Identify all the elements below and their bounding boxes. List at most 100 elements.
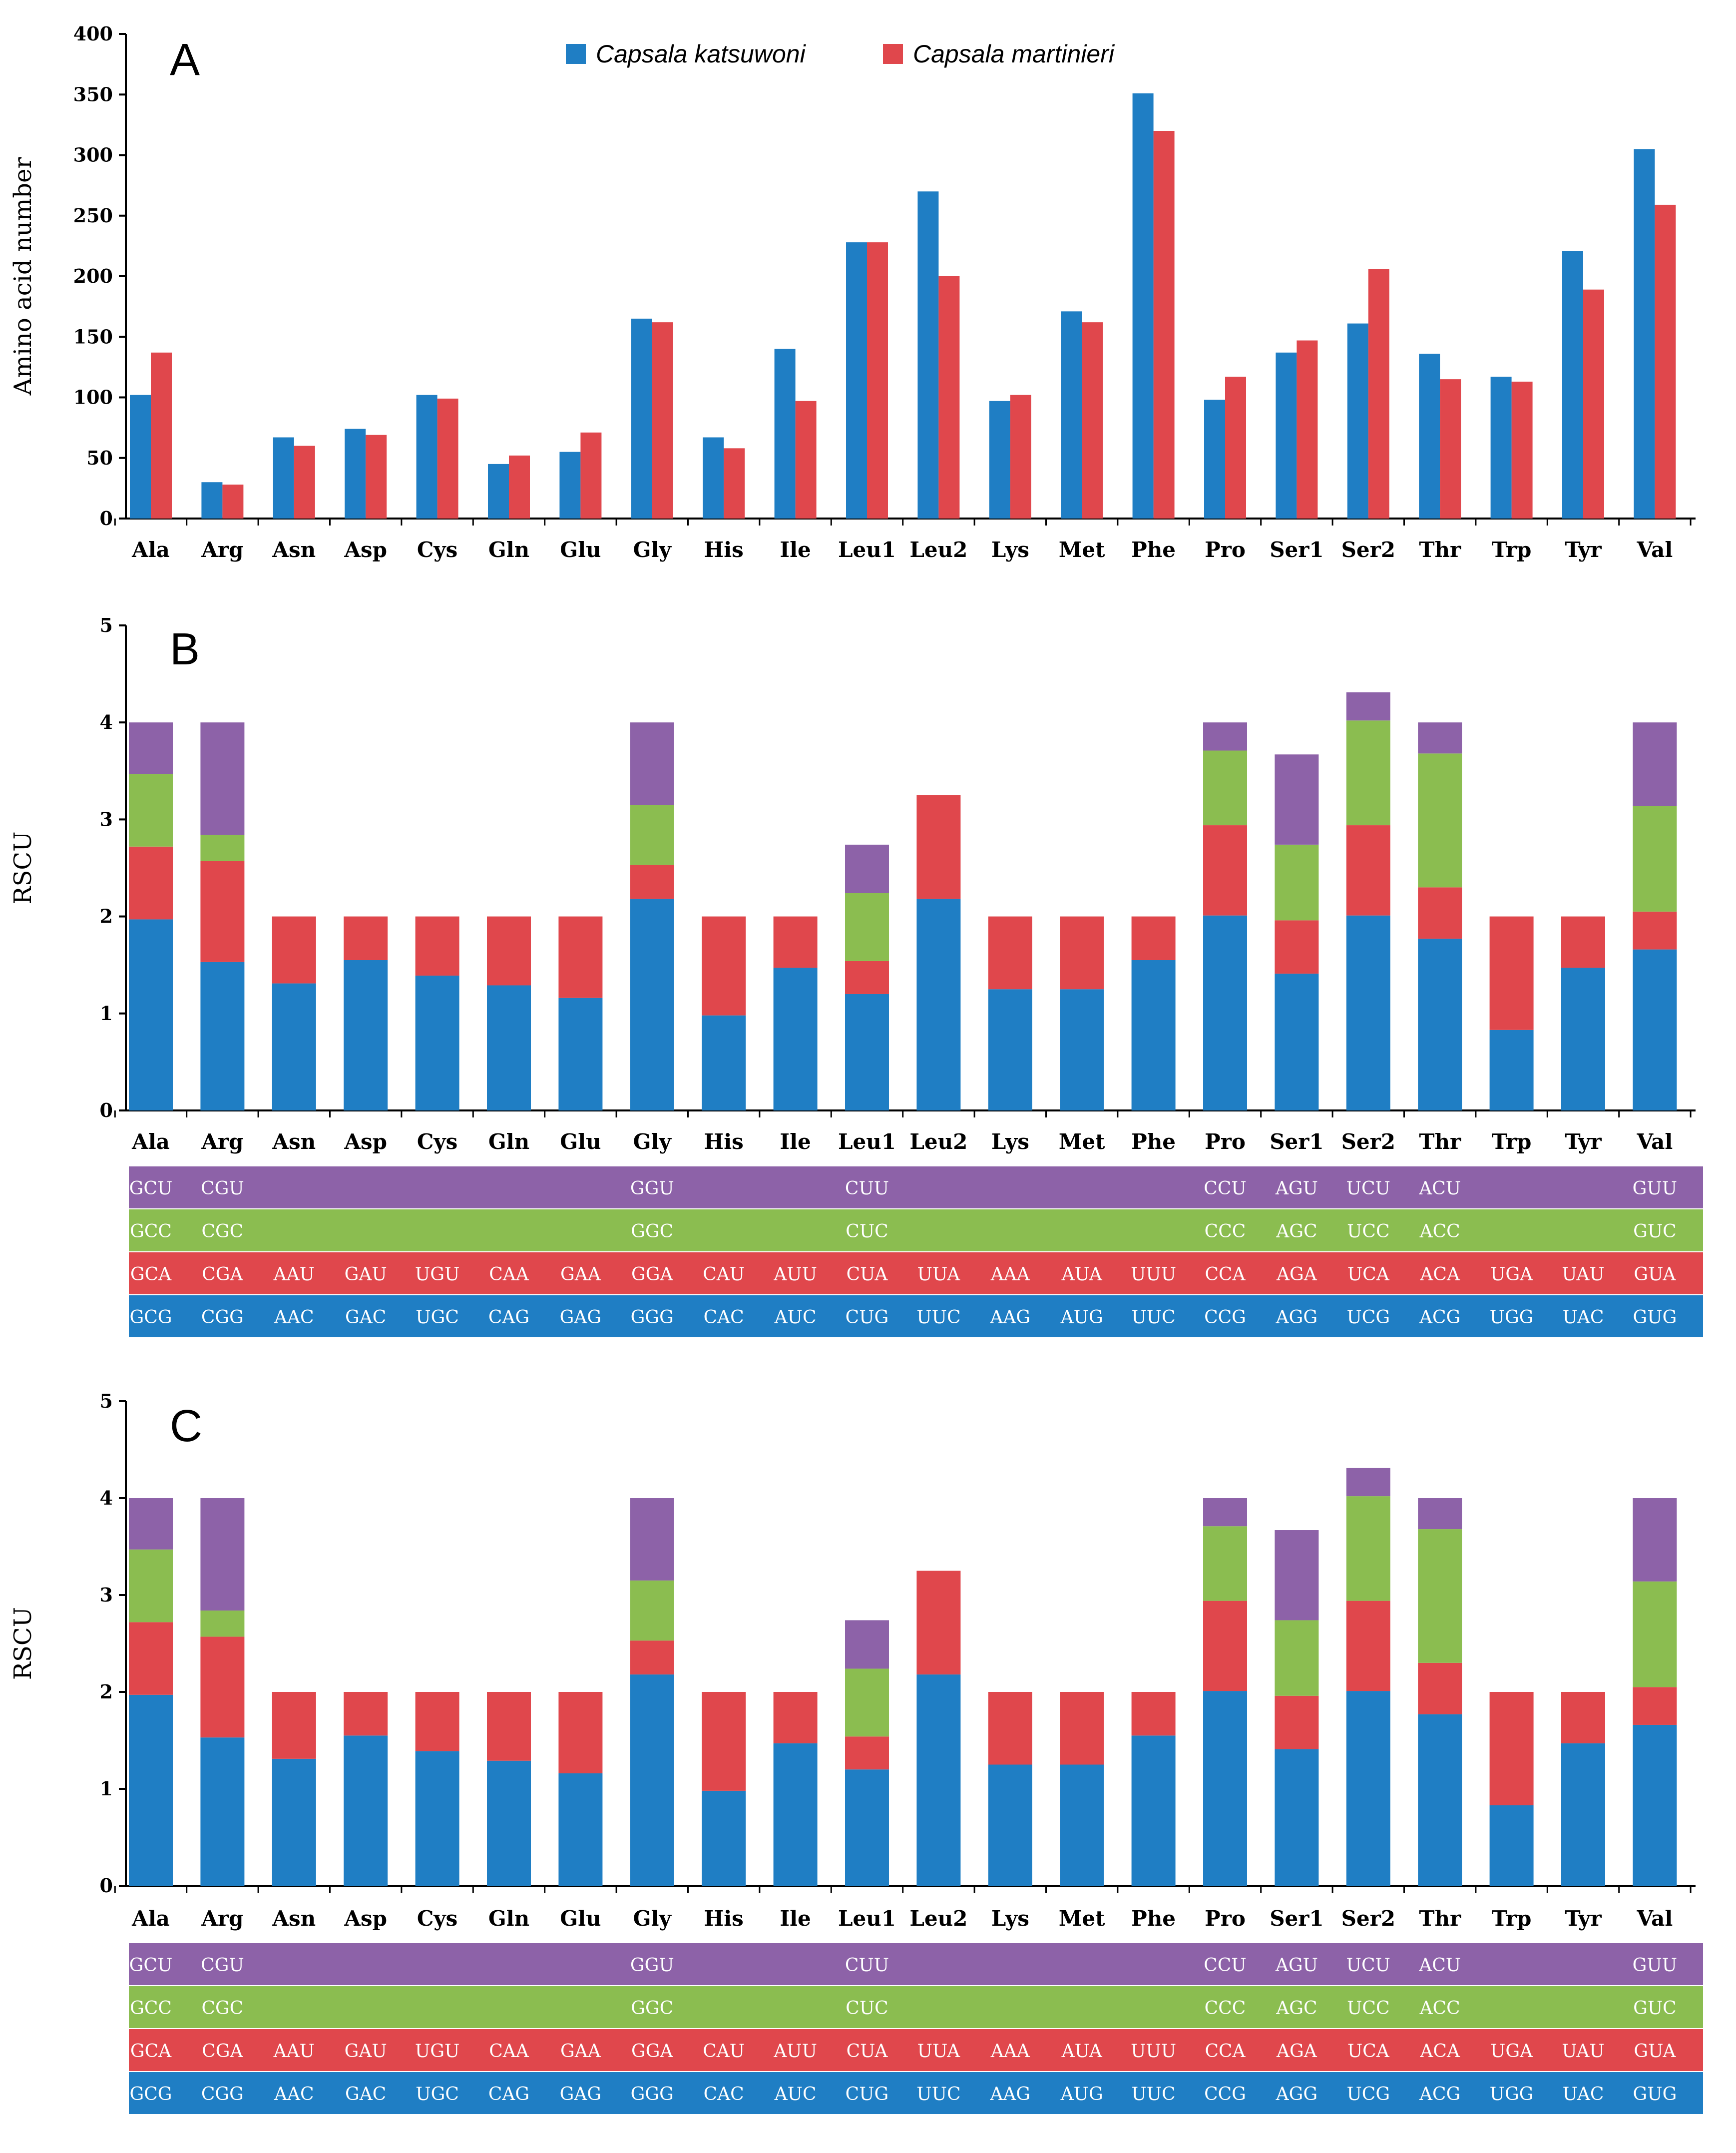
stack-segment-lys (988, 916, 1032, 990)
x-tick-label: Leu1 (838, 538, 896, 562)
stack-segment-trp (1489, 916, 1534, 1030)
y-tick-label: 0 (100, 1099, 113, 1121)
stack-segment-glu (558, 1773, 603, 1886)
codon-label: GCC (130, 1998, 172, 2019)
bar-martinieri-his (724, 448, 745, 519)
codon-label: AUA (1061, 2041, 1103, 2062)
x-tick-label: Ser1 (1270, 1129, 1323, 1154)
stack-segment-asp (344, 1735, 388, 1886)
x-tick-label: Thr (1419, 1129, 1461, 1154)
x-tick-label: Ser2 (1341, 1906, 1395, 1931)
stack-segment-arg (200, 861, 245, 962)
codon-label: CAC (704, 1307, 744, 1328)
x-tick-label: Ser2 (1341, 538, 1395, 562)
bar-martinieri-trp (1511, 381, 1533, 519)
stack-segment-ala (129, 774, 173, 847)
y-tick-label: 4 (100, 711, 113, 733)
stack-segment-thr (1418, 1714, 1462, 1886)
stack-segment-gly (630, 899, 674, 1110)
stack-segment-met (1060, 1764, 1104, 1886)
codon-label: UGU (415, 1264, 459, 1285)
y-tick-label: 400 (73, 22, 113, 45)
x-tick-label: Phe (1131, 538, 1176, 562)
codon-label: UGA (1490, 1264, 1533, 1285)
x-tick-label: Asn (272, 1129, 316, 1154)
codon-label: GUA (1634, 2041, 1676, 2062)
codon-label: UUC (916, 1307, 960, 1328)
codon-label: ACG (1419, 2084, 1460, 2105)
codon-row-purple (129, 1943, 1703, 1985)
codon-label: UCA (1347, 2041, 1390, 2062)
codon-label: AAA (990, 2041, 1030, 2062)
stack-segment-lys (988, 1692, 1032, 1765)
codon-label: AAC (274, 1307, 314, 1328)
y-axis-label: Amino acid number (9, 157, 37, 396)
codon-label: AGG (1276, 1307, 1318, 1328)
stack-segment-gly (630, 1498, 674, 1581)
x-tick-label: Lys (991, 538, 1029, 562)
y-tick-label: 350 (73, 83, 113, 105)
stack-segment-gln (487, 1692, 531, 1761)
stack-segment-arg (200, 1636, 245, 1738)
codon-label: ACC (1419, 1221, 1460, 1242)
stack-segment-gly (630, 722, 674, 805)
x-tick-label: Trp (1492, 538, 1532, 562)
x-tick-label: Glu (560, 1906, 601, 1931)
stack-segment-gln (487, 1760, 531, 1886)
x-tick-label: Leu1 (838, 1129, 896, 1154)
bar-katsuwoni-leu2 (917, 191, 939, 519)
bar-martinieri-arg (222, 485, 244, 519)
x-tick-label: Gln (488, 1129, 529, 1154)
x-tick-label: Gln (488, 1906, 529, 1931)
stack-segment-ile (773, 916, 818, 968)
codon-label: AAC (274, 2084, 314, 2105)
stack-segment-leu1 (845, 1620, 889, 1669)
stack-segment-arg (200, 1737, 245, 1886)
stack-segment-tyr (1561, 916, 1605, 968)
stack-segment-ser1 (1275, 1620, 1319, 1696)
x-tick-label: Asp (344, 1906, 387, 1931)
codon-label: AUC (774, 1307, 817, 1328)
bar-katsuwoni-asn (273, 437, 294, 519)
codon-label: GGC (631, 1221, 673, 1242)
codon-row-purple (129, 1166, 1703, 1208)
bar-katsuwoni-trp (1490, 377, 1512, 519)
stack-segment-his (702, 1015, 746, 1110)
bar-katsuwoni-val (1634, 149, 1655, 519)
stack-segment-arg (200, 962, 245, 1110)
stack-segment-thr (1418, 887, 1462, 939)
codon-label: UUA (917, 1264, 961, 1285)
stack-segment-ser2 (1346, 1691, 1390, 1886)
bar-martinieri-ser2 (1368, 269, 1389, 519)
codon-label: CUG (846, 1307, 889, 1328)
legend-swatch-katsuwoni (566, 44, 586, 64)
stack-segment-cys (415, 1751, 459, 1886)
codon-label: CUC (846, 1221, 888, 1242)
codon-label: CAA (489, 1264, 529, 1285)
x-tick-label: Trp (1492, 1906, 1532, 1931)
stack-segment-met (1060, 1692, 1104, 1765)
x-tick-label: Leu1 (838, 1906, 896, 1931)
stack-segment-glu (558, 1692, 603, 1773)
x-tick-label: Met (1059, 538, 1105, 562)
codon-label: CGG (201, 1307, 244, 1328)
codon-label: CGG (201, 2084, 244, 2105)
bar-katsuwoni-ser2 (1347, 323, 1368, 519)
stack-segment-gln (487, 916, 531, 986)
stack-segment-tyr (1561, 1743, 1605, 1886)
codon-label: AGC (1276, 1998, 1317, 2019)
codon-label: AUG (1060, 1307, 1103, 1328)
codon-label: UGC (416, 2084, 459, 2105)
stack-segment-gly (630, 1674, 674, 1886)
x-tick-label: Gly (633, 1906, 672, 1931)
x-tick-label: Asp (344, 1129, 387, 1154)
x-tick-label: Pro (1205, 1906, 1246, 1931)
stack-segment-lys (988, 989, 1032, 1110)
stack-segment-pro (1203, 1526, 1247, 1601)
stack-segment-tyr (1561, 1692, 1605, 1743)
stack-segment-ile (773, 1743, 818, 1886)
x-tick-label: Leu2 (909, 1906, 967, 1931)
codon-label: CUA (847, 2041, 888, 2062)
stack-segment-pro (1203, 1601, 1247, 1691)
x-tick-label: Lys (991, 1129, 1029, 1154)
